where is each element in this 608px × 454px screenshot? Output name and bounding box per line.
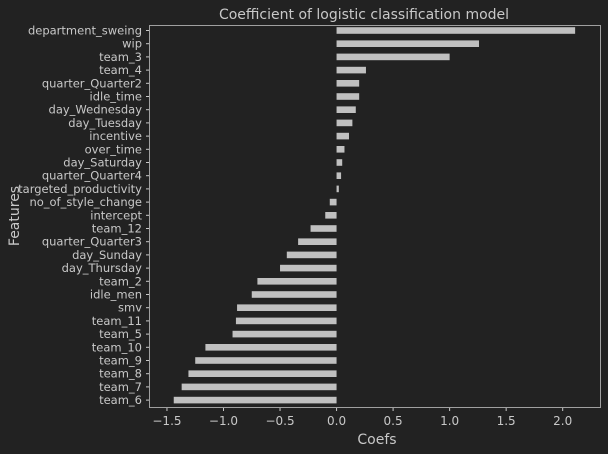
bar-team_11 [235,317,337,325]
bar-day_Wednesday [336,106,356,113]
bar-no_of_style_change [329,198,337,206]
bar-team_3 [336,53,450,61]
bar-smv [237,304,337,311]
y-tick-label: quarter_Quarter4 [42,169,142,183]
x-tick-label: 0.0 [327,414,346,428]
bar-team_7 [181,383,337,391]
y-tick-label: wip [122,37,142,51]
y-tick-label: smv [118,301,142,315]
bar-day_Thursday [280,264,337,272]
bar-team_2 [257,278,337,285]
y-tick-label: idle_men [90,288,142,302]
y-tick-label: quarter_Quarter2 [42,76,142,90]
bar-intercept [325,212,337,219]
y-tick-label: department_sweing [28,24,142,38]
bars-layer [173,27,576,404]
y-tick-label: targeted_productivity [18,182,142,196]
bar-over_time [336,146,345,153]
x-axis-label: Coefs [357,432,396,448]
plot-frame [149,25,601,408]
bar-team_6 [173,396,337,404]
y-tick-label: team_5 [99,327,142,341]
bar-team_12 [310,225,337,232]
bar-team_10 [205,344,337,351]
y-tick-label: team_12 [92,222,142,236]
y-tick-label: day_Saturday [63,156,142,170]
x-tick-label: 0.5 [384,414,403,428]
bar-team_8 [188,370,337,377]
bar-quarter_Quarter3 [298,238,337,245]
bar-targeted_productivity [336,185,339,193]
x-axis-ticks: −1.5 −1.0 −0.5 0.0 0.5 1.0 1.5 2.0 [152,407,572,428]
y-tick-label: team_2 [99,274,142,288]
bar-team_4 [336,66,366,74]
y-tick-label: no_of_style_change [29,195,142,209]
bar-day_Tuesday [336,119,353,127]
x-tick-label: −1.5 [152,414,181,428]
y-tick-label: day_Sunday [72,248,142,262]
y-tick-label: intercept [90,208,142,222]
bar-day_Saturday [336,159,343,166]
x-tick-label: 2.0 [553,414,572,428]
bar-idle_men [251,291,337,298]
bar-wip [336,40,480,47]
y-tick-label: day_Wednesday [49,103,143,117]
bar-idle_time [336,93,360,100]
y-axis-ticks: department_sweingwipteam_3team_4quarter_… [18,24,150,407]
bar-quarter_Quarter4 [336,172,342,179]
bar-department_sweing [336,27,576,34]
chart-title: Coefficient of logistic classification m… [219,7,509,23]
bar-team_9 [195,357,337,364]
y-tick-label: incentive [89,129,142,143]
y-tick-label: team_6 [99,393,142,407]
y-tick-label: team_4 [99,63,142,77]
y-tick-label: team_10 [92,340,142,354]
y-tick-label: idle_time [90,90,143,104]
y-tick-label: day_Tuesday [68,116,142,130]
bar-day_Sunday [286,251,337,259]
x-tick-label: −0.5 [265,414,294,428]
y-tick-label: team_7 [99,380,142,394]
x-tick-label: 1.5 [497,414,516,428]
y-tick-label: team_3 [99,50,142,64]
x-tick-label: −1.0 [209,414,238,428]
y-tick-label: over_time [85,142,142,156]
y-axis-label: Features [7,186,23,246]
y-tick-label: team_9 [99,354,142,368]
y-tick-label: team_11 [92,314,142,328]
x-tick-label: 1.0 [440,414,459,428]
bar-incentive [336,132,349,140]
bar-quarter_Quarter2 [336,80,360,87]
y-tick-label: team_8 [99,367,142,381]
y-tick-label: quarter_Quarter3 [42,235,142,249]
y-tick-label: day_Thursday [62,261,143,275]
bar-team_5 [232,330,337,338]
